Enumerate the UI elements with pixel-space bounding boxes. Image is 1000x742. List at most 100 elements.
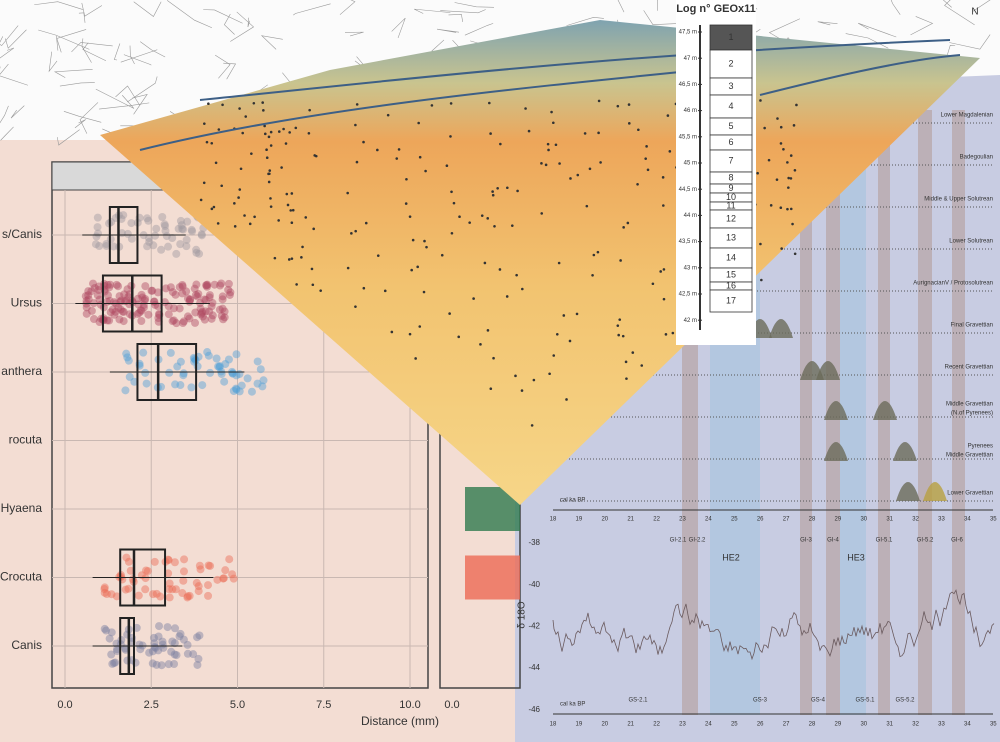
gi-label: GI-2.1 bbox=[670, 538, 687, 544]
street bbox=[59, 82, 95, 87]
point bbox=[793, 252, 797, 256]
x-tick-label: 0.0 bbox=[444, 699, 459, 711]
jitter-point bbox=[178, 280, 187, 289]
jitter-point bbox=[208, 311, 217, 320]
point bbox=[268, 172, 271, 176]
street bbox=[48, 51, 58, 73]
jitter-point bbox=[253, 357, 262, 366]
point bbox=[775, 178, 779, 181]
point bbox=[457, 335, 461, 339]
phase-label: Middle Gravettian bbox=[946, 453, 993, 459]
jitter-point bbox=[170, 639, 179, 648]
jitter-point bbox=[139, 303, 148, 312]
street bbox=[214, 54, 231, 79]
point bbox=[637, 128, 640, 132]
category-label: anthera bbox=[1, 364, 42, 378]
jitter-point bbox=[116, 305, 125, 314]
jitter-point bbox=[169, 316, 178, 325]
jitter-point bbox=[169, 304, 178, 313]
point bbox=[626, 221, 630, 225]
street bbox=[127, 76, 158, 103]
point bbox=[618, 318, 622, 321]
jitter-point bbox=[161, 284, 170, 293]
jitter-point bbox=[115, 292, 124, 301]
x-tick-label: 7.5 bbox=[316, 699, 331, 711]
jitter-point bbox=[226, 288, 235, 297]
point bbox=[294, 126, 298, 130]
jitter-point bbox=[122, 349, 131, 358]
point bbox=[575, 312, 579, 316]
jitter-point bbox=[124, 557, 133, 566]
jitter-point bbox=[182, 235, 191, 244]
jitter-point bbox=[204, 581, 213, 590]
jitter-point bbox=[195, 561, 204, 570]
jitter-point bbox=[89, 279, 98, 288]
street bbox=[223, 62, 237, 80]
jitter-point bbox=[168, 288, 177, 297]
jitter-point bbox=[197, 310, 206, 319]
iso-tick: 35 bbox=[990, 722, 997, 728]
point bbox=[489, 132, 492, 135]
point bbox=[280, 166, 283, 169]
point bbox=[424, 169, 427, 173]
jitter-point bbox=[172, 319, 181, 328]
point bbox=[263, 124, 266, 128]
stadial-band bbox=[952, 110, 965, 715]
street bbox=[566, 17, 604, 26]
point bbox=[640, 364, 644, 367]
jitter-point bbox=[84, 291, 93, 300]
point bbox=[510, 224, 514, 227]
street bbox=[99, 102, 150, 110]
contours bbox=[139, 39, 961, 151]
point bbox=[450, 190, 453, 194]
jitter-point bbox=[122, 553, 131, 562]
point bbox=[588, 167, 592, 171]
jitter-point bbox=[171, 290, 180, 299]
street bbox=[71, 42, 113, 53]
jitter-point bbox=[106, 280, 115, 289]
jitter-point bbox=[161, 222, 170, 231]
jitter-point bbox=[202, 281, 211, 290]
jitter-point bbox=[143, 567, 152, 576]
jitter-point bbox=[182, 287, 191, 296]
point bbox=[486, 217, 490, 220]
point bbox=[491, 190, 494, 193]
street bbox=[0, 105, 9, 124]
jitter-point bbox=[170, 659, 179, 668]
phase-label: Pyrenees bbox=[968, 444, 993, 450]
jitter-point bbox=[155, 622, 164, 631]
jitter-point bbox=[100, 624, 109, 633]
point bbox=[666, 114, 670, 117]
jitter-point bbox=[187, 383, 196, 392]
point bbox=[547, 148, 550, 152]
point bbox=[759, 99, 762, 102]
street bbox=[140, 41, 166, 58]
street bbox=[81, 38, 92, 63]
unit-label: 7 bbox=[728, 155, 733, 165]
chron-tick: 24 bbox=[705, 517, 712, 523]
jitter-point bbox=[168, 234, 177, 243]
iso-tick: 22 bbox=[653, 722, 660, 728]
point bbox=[350, 232, 353, 235]
point bbox=[288, 131, 291, 134]
jitter-point bbox=[142, 566, 151, 575]
street bbox=[942, 0, 952, 8]
jitter-point bbox=[103, 291, 112, 300]
point bbox=[449, 135, 452, 138]
jitter-point bbox=[175, 283, 184, 292]
jitter-point bbox=[177, 221, 186, 230]
jitter-point bbox=[237, 381, 246, 390]
point bbox=[489, 387, 493, 390]
jitter-point bbox=[84, 295, 93, 304]
point bbox=[795, 103, 798, 107]
depth-label: 46,5 m bbox=[679, 82, 697, 88]
iso-tick: 23 bbox=[679, 722, 686, 728]
street bbox=[946, 45, 956, 56]
unit-label: 5 bbox=[728, 121, 733, 131]
jitter-point bbox=[207, 314, 216, 323]
point bbox=[527, 129, 531, 133]
jitter-point bbox=[229, 574, 238, 583]
jitter-point bbox=[179, 567, 188, 576]
point bbox=[619, 259, 622, 262]
phase-label: AurignacianV / Protosolutrean bbox=[913, 281, 993, 287]
